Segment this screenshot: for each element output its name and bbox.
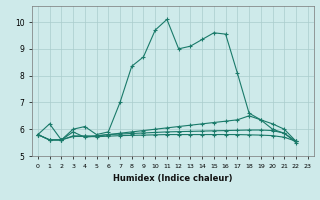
X-axis label: Humidex (Indice chaleur): Humidex (Indice chaleur) bbox=[113, 174, 233, 183]
